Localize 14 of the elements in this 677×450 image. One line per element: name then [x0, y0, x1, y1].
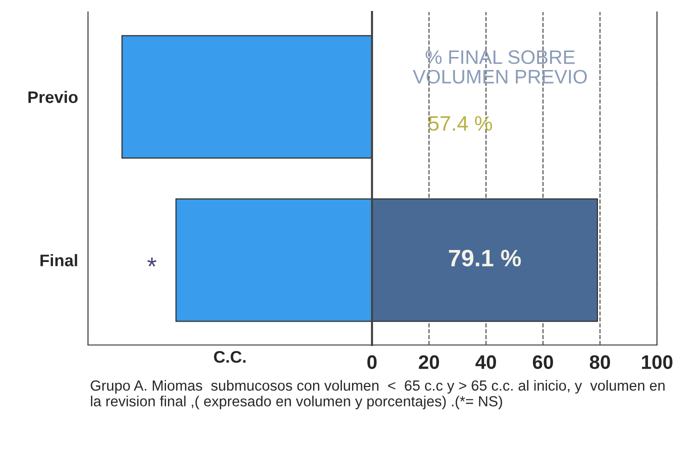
x-tick-label: 100 — [642, 355, 672, 370]
x-tick-label: 20 — [418, 355, 440, 370]
y-tick-label: Final — [40, 254, 78, 266]
text: Grupo A. Miomas submucosos con volumen < 65 c.c y > 65 c.c. al inicio, y volumen en la revision final ,( expresado en volumen y porcentajes) .(*= NS) — [90, 380, 665, 410]
y-tick-label: Previo — [28, 90, 78, 104]
x-tick-label: 80 — [590, 355, 610, 370]
data-label: 79.1 % — [448, 250, 521, 266]
x-tick-label: 60 — [532, 355, 554, 370]
x-axis-title: C.C. — [214, 350, 246, 363]
annotation: * — [147, 258, 156, 266]
annotation: % FINAL SOBRE VOLUMEN PREVIO — [412, 50, 587, 84]
x-tick-label: 0 — [367, 355, 377, 370]
x-tick-label: 40 — [475, 355, 496, 370]
annotation: 57.4 % — [428, 116, 492, 131]
